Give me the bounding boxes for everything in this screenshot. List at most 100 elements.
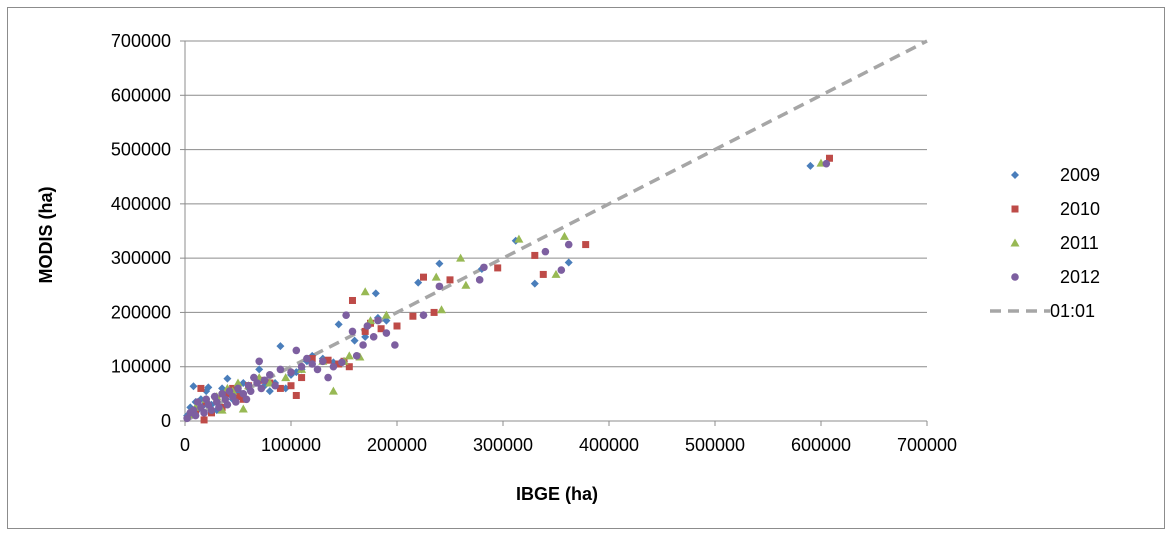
data-point-2011 bbox=[360, 287, 370, 296]
y-tick-label: 400000 bbox=[111, 194, 171, 214]
data-point-2012 bbox=[200, 409, 208, 417]
series-2009 bbox=[183, 161, 815, 420]
grid-lines bbox=[185, 40, 927, 368]
legend-label-reference: 01:01 bbox=[1050, 301, 1095, 321]
y-tick-label: 500000 bbox=[111, 140, 171, 160]
y-tick-label: 300000 bbox=[111, 248, 171, 268]
data-point-2010 bbox=[393, 322, 401, 330]
legend-marker-2010 bbox=[1011, 205, 1019, 213]
chart-frame bbox=[7, 7, 1165, 529]
data-point-2010 bbox=[345, 363, 353, 371]
legend-label-2010: 2010 bbox=[1060, 199, 1100, 219]
legend-label-2012: 2012 bbox=[1060, 267, 1100, 287]
y-tick-labels: 0 100000 200000 300000 400000 500000 600000 700… bbox=[111, 31, 171, 431]
data-point-2010 bbox=[409, 312, 417, 320]
legend: 2009 2010 2011 2012 01:01 bbox=[990, 165, 1100, 321]
data-point-2012 bbox=[369, 333, 378, 341]
data-point-2010 bbox=[494, 264, 502, 272]
data-point-2009 bbox=[530, 279, 539, 288]
data-point-2010 bbox=[292, 391, 300, 399]
x-tick-label: 300000 bbox=[473, 435, 533, 455]
data-point-2011 bbox=[559, 231, 569, 240]
data-point-2011 bbox=[233, 378, 243, 387]
data-point-2012 bbox=[382, 329, 391, 337]
data-point-2011 bbox=[328, 386, 338, 395]
data-point-2011 bbox=[431, 272, 441, 281]
data-point-2009 bbox=[204, 383, 213, 392]
data-point-2010 bbox=[287, 382, 295, 390]
legend-marker-2012 bbox=[1011, 273, 1019, 281]
data-point-2012 bbox=[292, 346, 301, 355]
data-point-2011 bbox=[461, 280, 471, 289]
legend-label-2011: 2011 bbox=[1060, 233, 1099, 253]
data-point-2012 bbox=[557, 266, 566, 274]
data-point-2009 bbox=[435, 259, 444, 268]
data-point-2012 bbox=[348, 327, 357, 336]
data-point-2012 bbox=[329, 362, 338, 371]
data-point-2011 bbox=[238, 404, 248, 413]
series-2012 bbox=[183, 159, 831, 423]
y-axis-title: MODIS (ha) bbox=[36, 186, 56, 283]
data-point-2012 bbox=[419, 311, 428, 319]
data-point-2011 bbox=[217, 405, 227, 414]
data-point-2010 bbox=[348, 296, 356, 304]
legend-marker-2009 bbox=[1011, 171, 1019, 179]
data-point-2010 bbox=[276, 384, 284, 392]
data-point-2012 bbox=[319, 357, 327, 366]
data-point-2012 bbox=[271, 381, 279, 390]
data-point-2012 bbox=[191, 411, 200, 420]
data-point-2012 bbox=[255, 357, 263, 366]
data-point-2009 bbox=[189, 382, 198, 391]
x-tick-label: 700000 bbox=[897, 435, 957, 455]
data-point-2012 bbox=[253, 379, 261, 387]
data-point-2012 bbox=[374, 316, 382, 325]
data-point-2010 bbox=[308, 355, 316, 363]
data-point-2010 bbox=[200, 416, 208, 424]
data-point-2012 bbox=[207, 406, 216, 414]
y-tick-label: 0 bbox=[161, 411, 171, 431]
x-tick-label: 600000 bbox=[791, 435, 851, 455]
data-point-2011 bbox=[456, 253, 466, 262]
data-point-2012 bbox=[541, 247, 550, 256]
data-point-2009 bbox=[806, 161, 815, 170]
data-point-2012 bbox=[313, 365, 322, 374]
data-point-2012 bbox=[342, 311, 350, 319]
data-point-2010 bbox=[446, 276, 454, 284]
data-point-2012 bbox=[223, 400, 232, 409]
data-point-2012 bbox=[266, 371, 274, 379]
data-point-2012 bbox=[480, 263, 488, 272]
data-point-2012 bbox=[215, 403, 223, 412]
y-tick-label: 600000 bbox=[111, 85, 171, 105]
data-point-2012 bbox=[475, 276, 484, 284]
x-tick-label: 200000 bbox=[367, 435, 427, 455]
data-point-2012 bbox=[363, 322, 372, 330]
data-point-2009 bbox=[350, 336, 359, 345]
data-point-2012 bbox=[324, 373, 332, 382]
data-point-2009 bbox=[255, 365, 264, 374]
data-point-2012 bbox=[260, 376, 269, 385]
data-point-2010 bbox=[531, 251, 539, 259]
data-point-2011 bbox=[514, 234, 524, 243]
y-tick-label: 100000 bbox=[111, 357, 171, 377]
data-point-2012 bbox=[359, 341, 367, 349]
data-point-2010 bbox=[361, 327, 369, 335]
data-point-2012 bbox=[308, 360, 317, 368]
data-point-2009 bbox=[334, 320, 343, 329]
data-point-2012 bbox=[257, 384, 266, 393]
data-point-2009 bbox=[371, 289, 380, 298]
data-point-2010 bbox=[234, 393, 242, 401]
data-point-2009 bbox=[223, 374, 232, 383]
data-points bbox=[183, 154, 833, 424]
legend-label-2009: 2009 bbox=[1060, 165, 1100, 185]
x-tick-label: 400000 bbox=[579, 435, 639, 455]
data-point-2010 bbox=[324, 356, 332, 364]
x-tick-label: 500000 bbox=[685, 435, 745, 455]
data-point-2010 bbox=[430, 308, 438, 316]
data-point-2012 bbox=[234, 384, 242, 393]
y-tick-label: 700000 bbox=[111, 31, 171, 51]
data-point-2011 bbox=[366, 316, 375, 325]
data-point-2009 bbox=[265, 387, 274, 396]
data-point-2012 bbox=[276, 365, 285, 374]
series-2010 bbox=[192, 154, 833, 424]
